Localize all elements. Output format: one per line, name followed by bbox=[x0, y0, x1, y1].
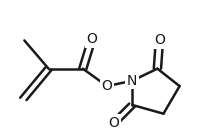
Text: O: O bbox=[154, 33, 165, 47]
Text: O: O bbox=[102, 79, 112, 93]
Text: O: O bbox=[109, 116, 119, 130]
Text: N: N bbox=[127, 74, 137, 88]
Text: O: O bbox=[87, 32, 97, 46]
